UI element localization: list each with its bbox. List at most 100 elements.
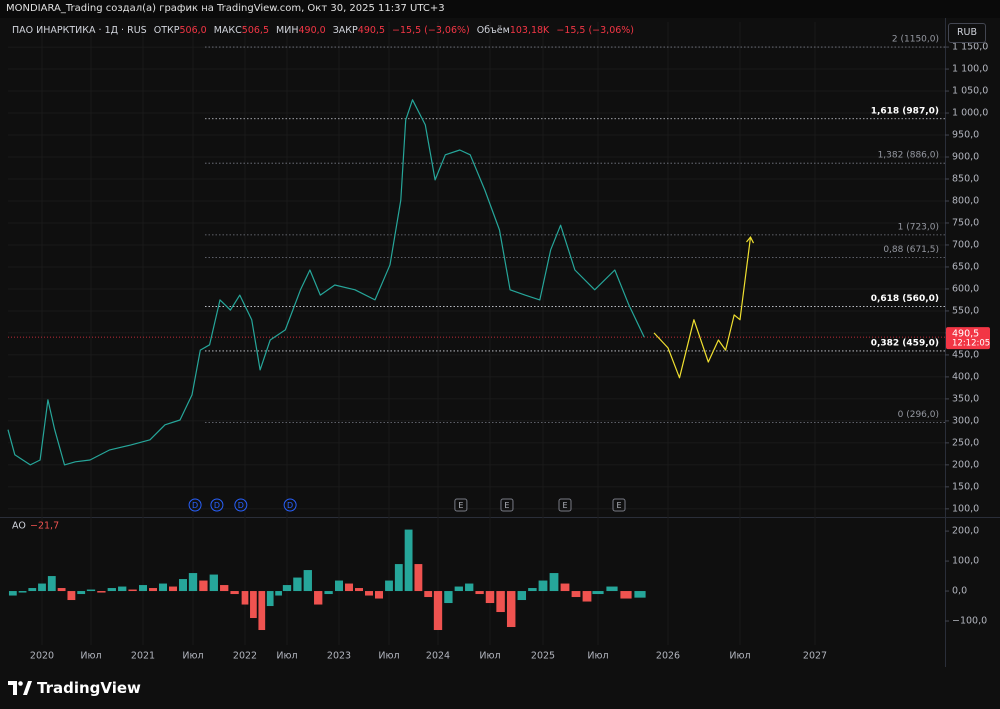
- ao-bar: [549, 573, 559, 592]
- high: МАКС506,5: [214, 25, 269, 36]
- currency-button[interactable]: RUB: [948, 23, 986, 43]
- event-label: E: [616, 501, 621, 510]
- event-marker: E: [612, 498, 626, 512]
- high-label: МАКС: [213, 25, 242, 36]
- event-label: D: [214, 501, 220, 510]
- volume-label: Объём: [476, 25, 510, 36]
- x-tick-label: 2020: [30, 651, 54, 662]
- y-tick-label: 550,0: [952, 305, 979, 316]
- footer: TradingView: [8, 677, 141, 699]
- y-tick-label: 800,0: [952, 195, 979, 206]
- ao-bar: [385, 580, 393, 592]
- fib-label: 2 (1150,0): [892, 35, 939, 45]
- chart: 2020 Июл 2021 Июл 2022 Июл 2023 Июл 2024 Июл 2025 И…: [0, 18, 1000, 667]
- y-tick-label: 200,0: [952, 459, 979, 470]
- ao-bar: [517, 591, 527, 601]
- event-marker: E: [558, 498, 572, 512]
- ao-bar: [375, 591, 383, 599]
- ao-bar: [485, 591, 495, 604]
- y-tick-label: 1 150,0: [952, 42, 988, 53]
- y-tick-label: 850,0: [952, 174, 979, 185]
- brand: TradingView: [37, 679, 141, 697]
- ao-bar: [188, 573, 198, 592]
- ao-bar: [149, 588, 157, 592]
- fib-label: 0 (296,0): [898, 410, 939, 420]
- fib-label: 0,88 (671,5): [883, 245, 939, 255]
- y-tick-label: 100,0: [952, 503, 979, 514]
- tag-box: [946, 327, 990, 350]
- earnings-marker: [454, 498, 468, 512]
- ao-bar: [465, 583, 474, 592]
- symbol: ПАО ИНАРКТИКА · 1Д · RUS: [12, 25, 147, 36]
- close: ЗАКР490,5: [333, 25, 385, 36]
- ao-bar: [241, 591, 249, 605]
- ao-bar: [335, 580, 343, 592]
- y-tick-label: −100,0: [952, 616, 987, 627]
- x-tick-label: 2021: [131, 651, 155, 662]
- ao-bar: [258, 591, 266, 631]
- ao-bar: [528, 588, 537, 592]
- last-price-tag: 490,512:12:05: [946, 327, 990, 350]
- ao-bar: [394, 564, 403, 592]
- y-tick-label: 950,0: [952, 130, 979, 141]
- ao-bar: [560, 583, 570, 592]
- y-tick-label: 300,0: [952, 415, 979, 426]
- ao-bar: [139, 585, 147, 592]
- event-label: E: [458, 501, 463, 510]
- y-tick-label: 650,0: [952, 261, 979, 272]
- open-value: 506,0: [179, 25, 207, 36]
- ao-bar: [275, 591, 282, 596]
- y-tick-label: 600,0: [952, 283, 979, 294]
- close-label: ЗАКР: [332, 25, 358, 36]
- open-label: ОТКР: [153, 25, 180, 36]
- close-value: 490,5: [357, 25, 385, 36]
- ao-bar: [159, 583, 167, 592]
- ao-bar: [282, 585, 292, 592]
- ao-bar: [67, 591, 76, 601]
- ao-bar: [355, 588, 363, 592]
- ao-bar: [209, 574, 218, 592]
- dividend-marker: [283, 498, 297, 512]
- ao-bar: [314, 591, 323, 605]
- y-tick-label: 900,0: [952, 152, 979, 163]
- event-marker: D: [210, 498, 224, 512]
- change: −15,5 (−3,06%): [392, 25, 470, 36]
- ao-bar: [220, 585, 229, 592]
- ao-bar: [97, 591, 106, 593]
- x-tick-label: Июл: [587, 651, 608, 662]
- ao-bar: [179, 579, 187, 592]
- ao-bar: [424, 591, 433, 598]
- y-tick-label: 400,0: [952, 371, 979, 382]
- x-tick-label: 2022: [233, 651, 257, 662]
- event-marker: D: [283, 498, 297, 512]
- x-tick-label: Июл: [182, 651, 203, 662]
- ao-bar: [230, 591, 239, 595]
- event-marker: D: [188, 498, 202, 512]
- y-tick-label: 1 000,0: [952, 108, 988, 119]
- low-label: МИН: [276, 25, 299, 36]
- earnings-marker: [558, 498, 572, 512]
- ao-bar: [414, 564, 423, 592]
- symbol-legend: ПАО ИНАРКТИКА · 1Д · RUS ОТКР506,0 МАКС5…: [12, 24, 638, 38]
- y-tick-label: 1 100,0: [952, 64, 988, 75]
- earnings-marker: [500, 498, 514, 512]
- ao-bar: [38, 583, 46, 592]
- ao-bar: [365, 591, 373, 596]
- ao-bar: [128, 589, 137, 592]
- price-line: [653, 237, 752, 379]
- x-tick-label: Июл: [729, 651, 750, 662]
- y-tick-label: 250,0: [952, 437, 979, 448]
- dividend-marker: [188, 498, 202, 512]
- x-tick-label: Июл: [80, 651, 101, 662]
- ao-bar: [606, 586, 618, 592]
- caption: MONDIARA_Trading создал(а) график на Tra…: [0, 0, 1000, 18]
- ao-bar: [475, 591, 484, 595]
- ao-bar: [47, 576, 56, 592]
- event-label: D: [192, 501, 198, 510]
- ao-bar: [266, 591, 274, 607]
- ao-bar: [107, 588, 116, 592]
- volume-value: 103,18K: [509, 25, 550, 36]
- ao-bar: [118, 586, 127, 592]
- ao-bar: [571, 591, 581, 598]
- y-tick-label: 450,0: [952, 349, 979, 360]
